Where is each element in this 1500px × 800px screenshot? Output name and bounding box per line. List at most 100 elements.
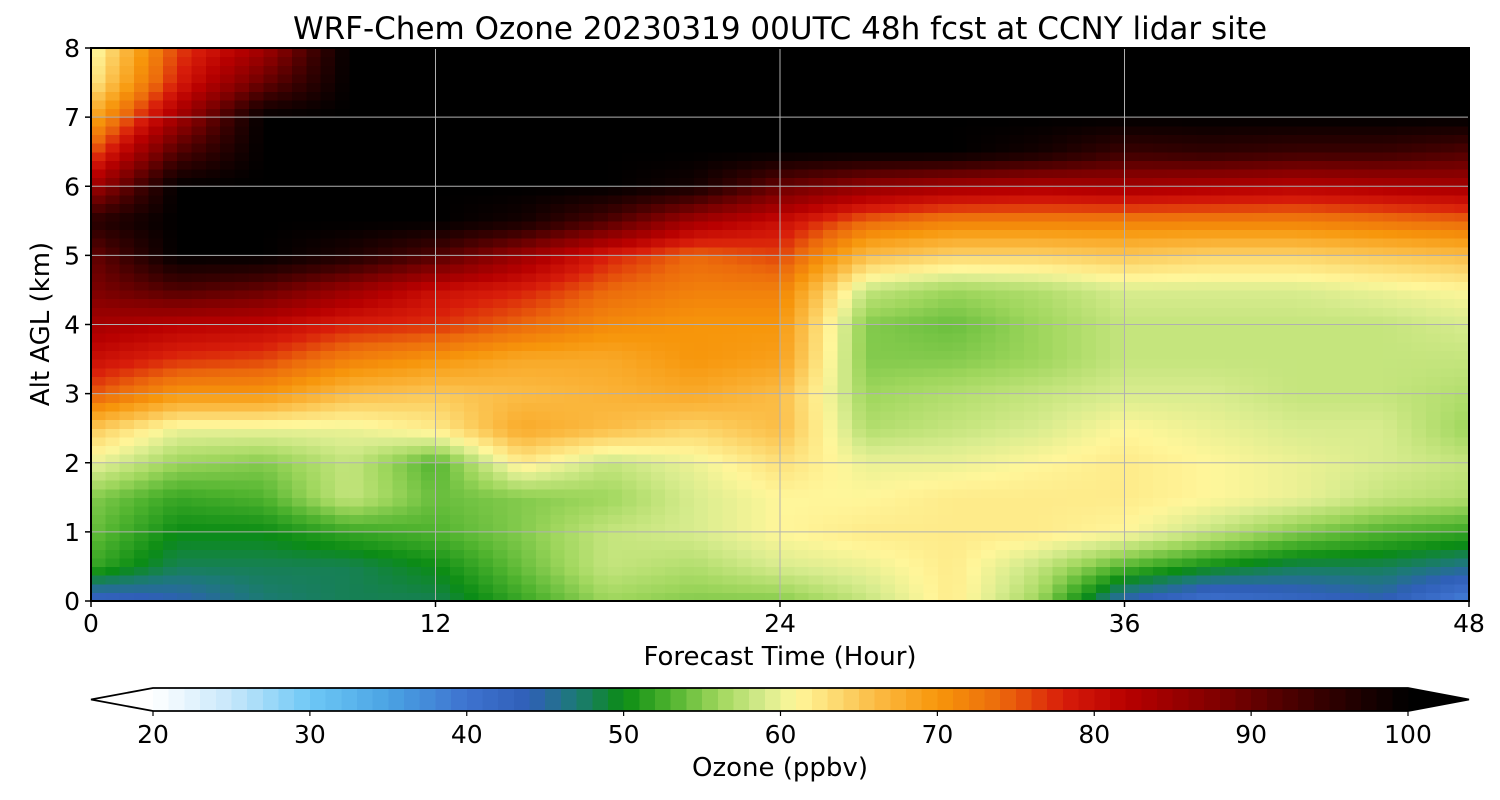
heatmap-cell <box>1296 212 1312 222</box>
heatmap-cell <box>1311 531 1327 542</box>
heatmap-cell <box>1440 324 1456 334</box>
heatmap-cell <box>349 177 365 187</box>
heatmap-cell <box>593 523 609 533</box>
heatmap-cell <box>1397 281 1413 291</box>
heatmap-cell <box>406 298 422 308</box>
heatmap-cell <box>378 367 394 377</box>
heatmap-cell <box>1368 575 1384 585</box>
heatmap-cell <box>1167 419 1183 429</box>
heatmap-cell <box>177 194 193 205</box>
heatmap-cell <box>808 575 824 585</box>
heatmap-cell <box>105 471 121 481</box>
heatmap-cell <box>220 220 236 231</box>
heatmap-cell <box>851 376 867 386</box>
heatmap-cell <box>535 488 551 498</box>
heatmap-cell <box>421 575 437 585</box>
heatmap-cell <box>995 428 1011 438</box>
heatmap-cell <box>808 523 824 533</box>
heatmap-cell <box>650 229 666 239</box>
heatmap-cell <box>607 350 623 360</box>
heatmap-cell <box>751 281 767 291</box>
heatmap-cell <box>794 454 810 464</box>
heatmap-cell <box>1296 298 1312 308</box>
heatmap-cell <box>650 454 666 464</box>
heatmap-cell <box>952 410 968 421</box>
heatmap-cell <box>521 333 537 343</box>
heatmap-cell <box>320 289 336 300</box>
heatmap-cell <box>205 410 221 421</box>
heatmap-cell <box>363 151 379 161</box>
heatmap-cell <box>220 514 236 524</box>
heatmap-cell <box>335 384 350 395</box>
heatmap-cell <box>1167 410 1183 421</box>
heatmap-cell <box>837 436 853 447</box>
heatmap-cell <box>593 505 609 516</box>
heatmap-cell <box>1368 367 1384 377</box>
heatmap-cell <box>291 523 307 533</box>
heatmap-cell <box>1167 160 1183 170</box>
heatmap-cell <box>1138 488 1154 498</box>
heatmap-cell <box>521 497 537 507</box>
heatmap-cell <box>1224 289 1240 300</box>
heatmap-cell <box>564 419 580 429</box>
heatmap-cell <box>866 350 882 360</box>
heatmap-cell <box>866 575 882 585</box>
heatmap-cell <box>277 540 293 550</box>
heatmap-cell <box>780 384 795 395</box>
heatmap-cell <box>1196 324 1212 334</box>
heatmap-cell <box>780 428 795 438</box>
heatmap-cell <box>636 333 652 343</box>
heatmap-cell <box>464 402 480 412</box>
heatmap-cell <box>105 592 121 602</box>
heatmap-cell <box>119 359 135 369</box>
heatmap-cell <box>220 186 236 196</box>
heatmap-cell <box>1296 445 1312 455</box>
heatmap-cell <box>1397 488 1413 498</box>
heatmap-cell <box>665 445 681 455</box>
heatmap-cell <box>162 488 178 498</box>
heatmap-cell <box>177 168 193 179</box>
heatmap-cell <box>909 255 925 265</box>
heatmap-cell <box>507 575 523 585</box>
heatmap-cell <box>1138 229 1154 239</box>
heatmap-cell <box>1411 168 1427 179</box>
heatmap-cell <box>765 324 781 334</box>
heatmap-cell <box>378 557 394 568</box>
heatmap-cell <box>1311 160 1327 170</box>
heatmap-cell <box>823 575 839 585</box>
heatmap-cell <box>248 194 264 205</box>
heatmap-cell <box>320 255 336 265</box>
heatmap-cell <box>248 523 264 533</box>
heatmap-cell <box>550 160 566 170</box>
heatmap-cell <box>650 264 666 274</box>
heatmap-cell <box>722 160 738 170</box>
heatmap-cell <box>1167 497 1183 507</box>
heatmap-cell <box>320 341 336 352</box>
heatmap-cell <box>622 151 638 161</box>
heatmap-cell <box>995 462 1011 472</box>
heatmap-cell <box>780 255 795 265</box>
heatmap-cell <box>91 531 106 542</box>
heatmap-cell <box>1382 514 1398 524</box>
heatmap-cell <box>234 540 250 550</box>
heatmap-cell <box>708 203 724 213</box>
heatmap-cell <box>1454 229 1470 239</box>
heatmap-cell <box>148 151 164 161</box>
heatmap-cell <box>263 454 279 464</box>
heatmap-cell <box>679 540 695 550</box>
heatmap-cell <box>1052 341 1068 352</box>
heatmap-cell <box>1210 307 1226 317</box>
heatmap-cell <box>1067 255 1083 265</box>
heatmap-cell <box>952 592 968 602</box>
heatmap-cell <box>665 289 681 300</box>
heatmap-cell <box>1454 505 1470 516</box>
heatmap-cell <box>622 497 638 507</box>
heatmap-cell <box>148 298 164 308</box>
heatmap-cell <box>335 238 350 248</box>
heatmap-cell <box>1009 324 1025 334</box>
heatmap-cell <box>191 341 207 352</box>
heatmap-cell <box>1382 376 1398 386</box>
heatmap-cell <box>679 376 695 386</box>
heatmap-cell <box>263 229 279 239</box>
heatmap-cell <box>1239 246 1255 256</box>
